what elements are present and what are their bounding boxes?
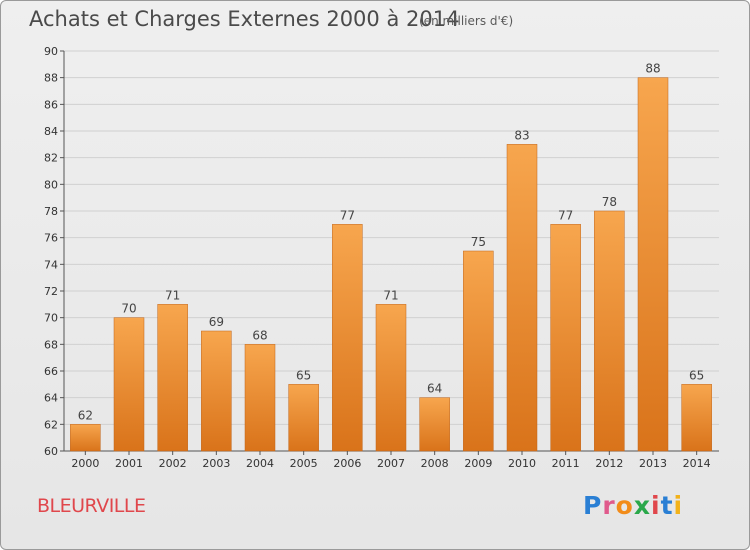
x-tick-label: 2003 (202, 457, 230, 470)
logo-letter: i (651, 491, 661, 520)
y-tick-label: 84 (44, 125, 58, 138)
bar (506, 144, 538, 452)
x-tick-label: 2014 (683, 457, 711, 470)
bar-value-label: 75 (471, 235, 486, 249)
bar (244, 344, 276, 452)
y-tick-label: 80 (44, 178, 58, 191)
bar-value-label: 65 (296, 368, 311, 382)
bar-value-label: 83 (514, 128, 529, 142)
bar (113, 317, 145, 452)
x-tick-label: 2000 (71, 457, 99, 470)
x-tick-label: 2012 (595, 457, 623, 470)
logo-letter: r (602, 491, 616, 520)
x-tick-label: 2001 (115, 457, 143, 470)
bar-value-label: 71 (383, 288, 398, 302)
y-tick-label: 86 (44, 98, 58, 111)
bar (594, 210, 625, 452)
bar-value-label: 70 (121, 302, 136, 316)
bar-value-label: 77 (340, 208, 355, 222)
x-tick-label: 2005 (290, 457, 318, 470)
logo-letter: P (583, 491, 603, 520)
bar (332, 224, 363, 452)
bar (70, 424, 101, 452)
chart-title: Achats et Charges Externes 2000 à 2014 (29, 7, 460, 31)
bar (463, 250, 494, 452)
bar-value-label: 71 (165, 288, 180, 302)
chart-subtitle: (en milliers d'€) (419, 14, 514, 28)
bar (550, 224, 581, 452)
y-tick-label: 78 (44, 205, 58, 218)
y-tick-label: 74 (44, 258, 58, 271)
y-tick-label: 90 (44, 45, 58, 58)
bar-value-label: 68 (252, 328, 267, 342)
y-tick-label: 60 (44, 445, 58, 458)
y-tick-label: 64 (44, 392, 58, 405)
x-tick-label: 2010 (508, 457, 536, 470)
x-tick-label: 2008 (421, 457, 449, 470)
bar-value-label: 69 (209, 315, 224, 329)
logo-letter: o (615, 491, 634, 520)
y-tick-label: 76 (44, 232, 58, 245)
bar (375, 304, 407, 452)
commune-name: BLEURVILLE (37, 495, 146, 517)
x-tick-label: 2013 (639, 457, 667, 470)
bar-value-label: 77 (558, 208, 573, 222)
bar (419, 397, 450, 452)
x-tick-label: 2006 (333, 457, 361, 470)
proxiti-logo[interactable]: Proxiti (583, 491, 683, 520)
x-tick-label: 2004 (246, 457, 274, 470)
bar-value-label: 62 (78, 408, 93, 422)
y-tick-label: 66 (44, 365, 58, 378)
logo-letter: t (660, 491, 674, 520)
y-tick-label: 62 (44, 418, 58, 431)
x-tick-label: 2002 (159, 457, 187, 470)
logo-letter: x (633, 491, 651, 520)
x-tick-label: 2011 (552, 457, 580, 470)
bar (157, 304, 188, 452)
bar-value-label: 64 (427, 382, 442, 396)
x-tick-label: 2009 (464, 457, 492, 470)
bar (637, 77, 669, 452)
x-tick-label: 2007 (377, 457, 405, 470)
bar (288, 384, 319, 452)
y-tick-label: 88 (44, 72, 58, 85)
y-tick-label: 72 (44, 285, 58, 298)
logo-letter: i (673, 491, 684, 520)
bar (681, 384, 712, 452)
bar (201, 330, 232, 452)
bar-value-label: 88 (645, 62, 660, 76)
y-tick-label: 70 (44, 312, 58, 325)
y-tick-label: 82 (44, 152, 58, 165)
y-tick-label: 68 (44, 338, 58, 351)
bar-value-label: 65 (689, 368, 704, 382)
bar-value-label: 78 (602, 195, 617, 209)
